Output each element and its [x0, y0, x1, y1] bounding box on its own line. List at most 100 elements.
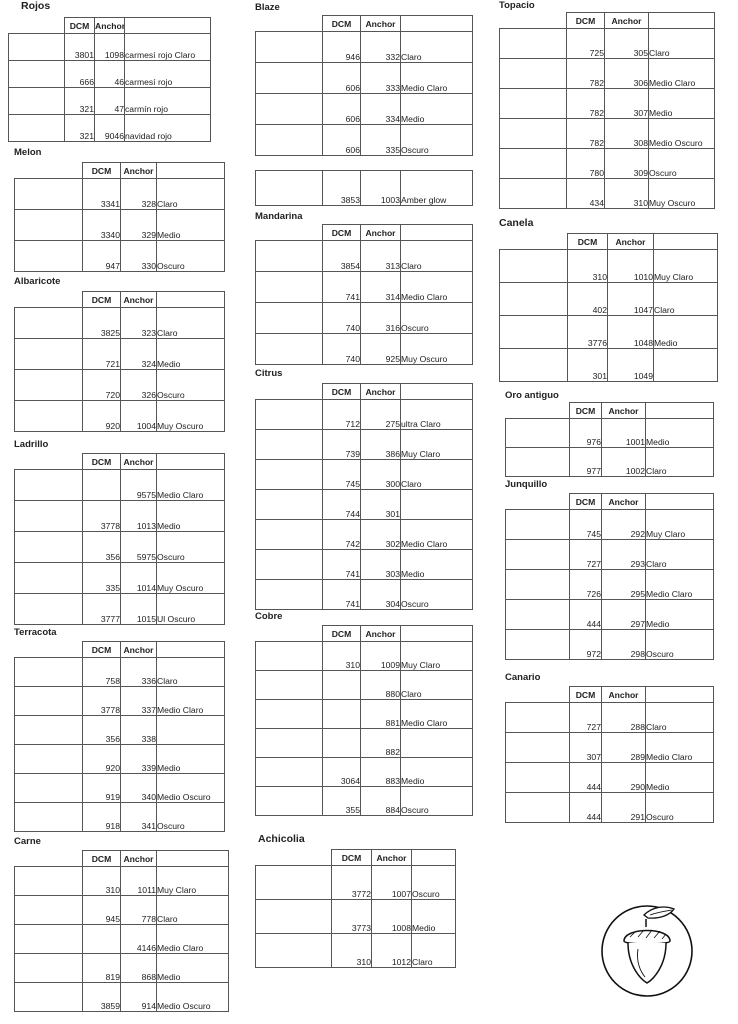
anchor-value: 1011	[120, 866, 157, 896]
dcm-value: 355	[322, 786, 361, 816]
table-row: 310 1010 Muy Claro	[499, 249, 718, 283]
table-row: 976 1001 Medio	[505, 418, 714, 448]
header-row: DCM Anchor	[255, 383, 473, 400]
swatch-cell	[505, 447, 570, 477]
color-table: DCM Anchor 310 1009 Muy Claro 880 Claro 881 Medi…	[255, 625, 473, 816]
anchor-value: 868	[120, 953, 157, 983]
dcm-value: 947	[82, 240, 121, 272]
swatch-cell	[255, 31, 323, 63]
dcm-header: DCM	[322, 224, 361, 241]
table-row: 402 1047 Claro	[499, 282, 718, 316]
dcm-value: 945	[82, 895, 121, 925]
dcm-value: 3853	[322, 170, 361, 206]
group-title: Blaze	[255, 2, 280, 13]
color-table: DCM Anchor 3801 1098 carmesí rojo Claro 666 46…	[8, 17, 211, 142]
group-title: Canela	[499, 217, 534, 229]
shade-description: Muy Oscuro	[156, 400, 225, 432]
shade-description: Muy Claro	[400, 429, 473, 460]
shade-description: Medio Claro	[156, 469, 225, 501]
anchor-header: Anchor	[371, 849, 412, 866]
swatch-cell	[14, 802, 83, 832]
table-row: 741 303 Medio	[255, 549, 473, 580]
swatch-cell	[14, 593, 83, 625]
shade-description: Medio	[400, 549, 473, 580]
shade-description: Medio Oscuro	[648, 118, 715, 149]
anchor-value: 310	[604, 178, 649, 209]
swatch-cell	[505, 792, 570, 823]
anchor-value: 1014	[120, 562, 157, 594]
table-row: 3772 1007 Oscuro	[255, 865, 456, 900]
swatch-cell	[499, 118, 567, 149]
anchor-value: 306	[604, 58, 649, 89]
table-row: 321 9046 navidad rojo	[8, 114, 211, 142]
dcm-value	[322, 699, 361, 729]
table-row: 745 300 Claro	[255, 459, 473, 490]
shade-description: Oscuro	[400, 124, 473, 156]
dcm-value: 666	[64, 60, 95, 88]
header-row: DCM Anchor	[255, 224, 473, 241]
anchor-value: 324	[120, 338, 157, 370]
dcm-value: 310	[567, 249, 608, 283]
description-header	[645, 493, 714, 510]
table-row: 606 334 Medio	[255, 93, 473, 125]
swatch-cell	[14, 531, 83, 563]
anchor-value: 293	[601, 539, 646, 570]
swatch-header	[255, 625, 323, 642]
anchor-value: 1003	[360, 170, 401, 206]
swatch-cell	[14, 924, 83, 954]
table-row: 782 307 Medio	[499, 88, 715, 119]
color-table: DCM Anchor 727 288 Claro 307 289 Medio Claro 444…	[505, 686, 714, 823]
table-row: 881 Medio Claro	[255, 699, 473, 729]
shade-description: carmesí rojo	[124, 60, 211, 88]
swatch-cell	[255, 333, 323, 365]
swatch-cell	[14, 686, 83, 716]
anchor-header: Anchor	[120, 641, 157, 658]
anchor-value: 884	[360, 786, 401, 816]
anchor-value: 1004	[120, 400, 157, 432]
table-row: 444 291 Oscuro	[505, 792, 714, 823]
swatch-header	[255, 224, 323, 241]
description-header	[400, 15, 473, 32]
anchor-value: 339	[120, 744, 157, 774]
dcm-value	[322, 670, 361, 700]
swatch-cell	[499, 28, 567, 59]
anchor-value: 275	[360, 399, 401, 430]
dcm-value: 721	[82, 338, 121, 370]
swatch-cell	[14, 744, 83, 774]
anchor-header: Anchor	[601, 493, 646, 510]
swatch-cell	[255, 786, 323, 816]
anchor-header: Anchor	[601, 686, 646, 703]
swatch-cell	[14, 400, 83, 432]
dcm-header: DCM	[82, 850, 121, 867]
description-header	[156, 291, 225, 308]
table-row: 606 333 Medio Claro	[255, 62, 473, 94]
dcm-value: 606	[322, 93, 361, 125]
swatch-cell	[505, 702, 570, 733]
swatch-cell	[14, 866, 83, 896]
anchor-value: 333	[360, 62, 401, 94]
description-header	[156, 162, 225, 179]
swatch-cell	[14, 338, 83, 370]
description-header	[400, 625, 473, 642]
anchor-value: 778	[120, 895, 157, 925]
dcm-header: DCM	[331, 849, 372, 866]
table-row: 780 309 Oscuro	[499, 148, 715, 179]
dcm-value: 740	[322, 333, 361, 365]
header-row: DCM Anchor	[14, 641, 225, 658]
swatch-cell	[505, 732, 570, 763]
anchor-value: 1008	[371, 899, 412, 934]
dcm-value: 402	[567, 282, 608, 316]
shade-description: Claro	[156, 307, 225, 339]
group-title: Topacio	[499, 0, 535, 11]
anchor-value: 308	[604, 118, 649, 149]
dcm-value: 3854	[322, 240, 361, 272]
table-row: 727 293 Claro	[505, 539, 714, 570]
swatch-cell	[14, 307, 83, 339]
swatch-header	[255, 383, 323, 400]
shade-description: Medio	[156, 338, 225, 370]
group-title: Carne	[14, 836, 41, 847]
anchor-value: 337	[120, 686, 157, 716]
table-row: 3853 1003 Amber glow	[255, 170, 473, 206]
swatch-header	[505, 493, 570, 510]
header-row: DCM Anchor	[505, 686, 714, 703]
